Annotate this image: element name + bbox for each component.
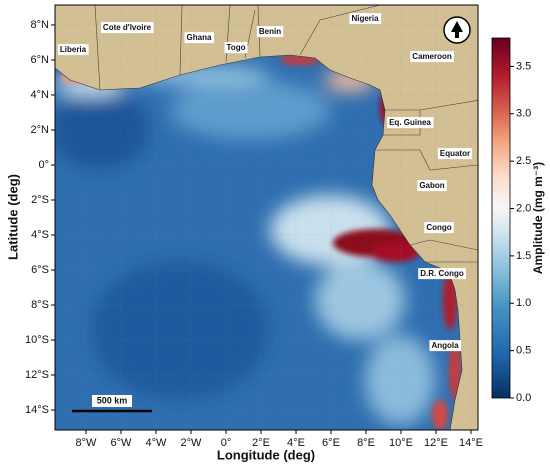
x-tick-label: 14°E xyxy=(459,437,483,449)
country-label-bg xyxy=(100,22,154,34)
colorbar-tick-label: 2.0 xyxy=(516,202,531,214)
x-tick-label: 8°E xyxy=(357,437,375,449)
y-tick-label: 12°S xyxy=(25,369,49,381)
y-tick-label: 10°S xyxy=(25,334,49,346)
country-label: Ghana xyxy=(187,33,212,42)
y-tick-label: 14°S xyxy=(25,404,49,416)
y-tick-label: 6°S xyxy=(31,264,49,276)
x-tick-label: 4°E xyxy=(287,437,305,449)
country-label-bg xyxy=(184,32,214,44)
colorbar-tick-label: 0.5 xyxy=(516,345,531,357)
country-label-bg xyxy=(224,42,248,54)
country-label-bg xyxy=(437,148,473,160)
country-label-bg xyxy=(417,180,447,192)
y-tick-label: 8°S xyxy=(31,299,49,311)
country-label: Congo xyxy=(426,223,451,232)
colorbar xyxy=(491,37,511,399)
x-tick-label: 2°E xyxy=(252,437,270,449)
scale-bar-bg xyxy=(92,395,132,407)
north-arrow xyxy=(443,16,471,44)
country-label-bg xyxy=(429,340,462,352)
x-tick-label: 6°E xyxy=(322,437,340,449)
country-label: Equator xyxy=(440,149,470,158)
y-tick-label: 8°N xyxy=(31,19,50,31)
country-label: D.R. Congo xyxy=(420,269,464,278)
country-label-bg xyxy=(256,26,284,38)
country-label-bg xyxy=(418,268,466,280)
y-tick-label: 4°N xyxy=(31,89,50,101)
country-label: Eq. Guinea xyxy=(389,118,431,127)
country-label: Togo xyxy=(227,43,246,52)
y-tick-label: 2°N xyxy=(31,124,50,136)
colorbar-tick-label: 3.0 xyxy=(516,108,531,120)
colorbar-tick-label: 1.0 xyxy=(516,297,531,309)
country-label: Nigeria xyxy=(351,14,379,23)
x-tick-label: 6°W xyxy=(111,437,133,449)
country-label-bg xyxy=(349,13,382,25)
x-tick-label: 0° xyxy=(221,437,232,449)
x-tick-label: 2°W xyxy=(181,437,203,449)
colorbar-tick-label: 0.0 xyxy=(516,392,531,404)
colorbar-tick-label: 2.5 xyxy=(516,155,531,167)
x-tick-label: 8°W xyxy=(76,437,98,449)
y-axis-label: Latitude (deg) xyxy=(5,174,20,260)
colorbar-label: Amplitude (mg m⁻³) xyxy=(531,162,545,274)
y-tick-label: 0° xyxy=(38,159,49,171)
scale-bar: 500 km xyxy=(72,395,152,413)
country-label: Gabon xyxy=(419,181,444,190)
map-frame xyxy=(54,4,479,431)
country-label: Angola xyxy=(431,341,459,350)
country-label: Liberia xyxy=(60,45,87,54)
x-axis-label: Longitude (deg) xyxy=(217,447,315,462)
x-tick-label: 12°E xyxy=(424,437,448,449)
ticks: 8°W 6°W 4°W 2°W 0° 2°E 4°E 6°E 8°E 10°E 12°E 14°E 8°… xyxy=(25,19,531,449)
colorbar-tick-label: 1.5 xyxy=(516,250,531,262)
map-area xyxy=(55,5,478,430)
country-label-bg xyxy=(387,117,434,129)
country-label: Cote d'Ivoire xyxy=(103,23,152,32)
country-label-bg xyxy=(57,44,89,56)
colorbar-tick-label: 3.5 xyxy=(516,60,531,72)
x-tick-label: 10°E xyxy=(389,437,413,449)
y-tick-label: 6°N xyxy=(31,54,50,66)
y-tick-label: 4°S xyxy=(31,229,49,241)
country-label-bg xyxy=(410,51,454,63)
country-label: Cameroon xyxy=(412,52,452,61)
country-label: Benin xyxy=(259,27,281,36)
country-label-bg xyxy=(424,222,454,234)
country-labels: Liberia Cote d'Ivoire Ghana Togo Benin N… xyxy=(57,13,473,352)
grid xyxy=(55,5,478,430)
scale-bar-label: 500 km xyxy=(97,395,128,405)
y-tick-label: 2°S xyxy=(31,194,49,206)
x-tick-label: 4°W xyxy=(146,437,168,449)
